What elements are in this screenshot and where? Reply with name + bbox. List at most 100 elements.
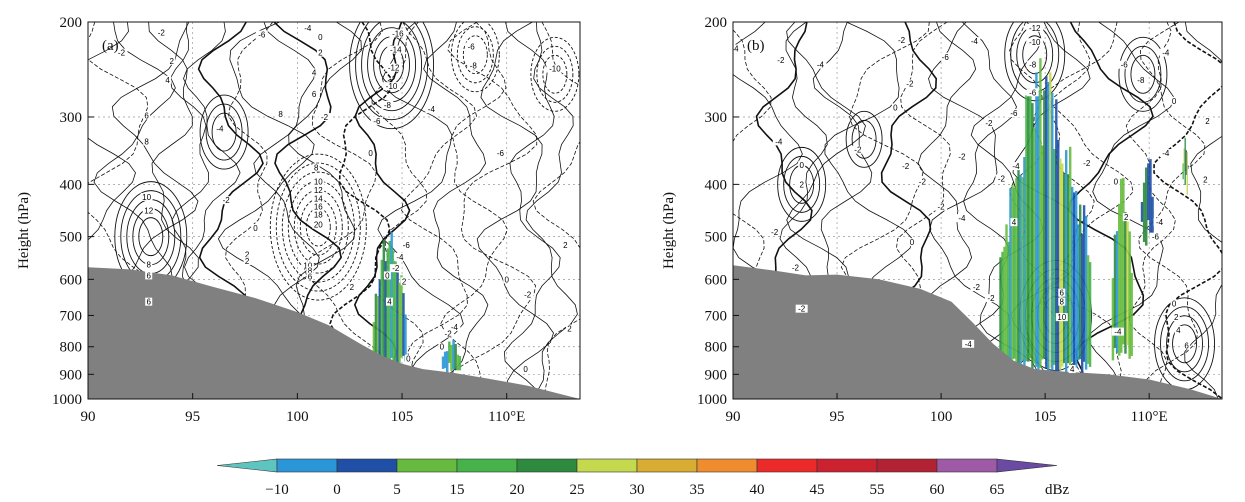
contour-label: -10 <box>386 82 398 91</box>
radar-echo <box>1027 88 1030 362</box>
contour-ring <box>293 189 343 265</box>
y-tick-label: 700 <box>60 308 83 324</box>
x-tick-label: 90 <box>726 409 741 425</box>
contour-label: 2 <box>563 241 568 250</box>
contour-label: -2 <box>392 264 400 273</box>
colorbar-segment <box>276 458 338 473</box>
contour-label: 0 <box>799 161 804 170</box>
contour-line <box>303 22 386 399</box>
colorbar-unit: dBz <box>1045 482 1070 498</box>
terrain <box>733 265 1222 399</box>
contour-label: -4 <box>732 45 740 54</box>
radar-echo <box>1075 190 1078 368</box>
contour-label: 0 <box>523 365 528 374</box>
contour-label: 6 <box>144 111 149 120</box>
contour-label: -2 <box>854 146 862 155</box>
radar-echo <box>398 282 401 368</box>
colorbar-segment <box>456 458 518 473</box>
radar-echo <box>1025 95 1028 362</box>
plot-frame <box>87 21 581 400</box>
contour-label: 8 <box>146 260 151 269</box>
radar-echo <box>450 344 453 371</box>
x-tick-label: 95 <box>830 409 845 425</box>
contour-label: 0 <box>1172 299 1177 308</box>
radar-echo <box>404 314 407 362</box>
radar-echo <box>400 275 403 358</box>
colorbar-tick-label: 30 <box>630 482 645 498</box>
colorbar-tick-label: 20 <box>510 482 525 498</box>
contour-label: 0 <box>406 355 411 364</box>
radar-echo <box>1045 76 1048 369</box>
contour-label: 4 <box>165 76 170 85</box>
contour-label: 2 <box>170 57 175 66</box>
contour-label: -8 <box>384 101 392 110</box>
radar-echo <box>1182 163 1184 180</box>
contour-label: 2 <box>402 277 407 286</box>
contour-label: 8 <box>314 163 319 172</box>
radar-echo <box>1184 137 1186 185</box>
radar-echo <box>446 351 449 373</box>
radar-echo <box>372 322 376 366</box>
colorbar: −10 0 5 15 20 25 30 35 40 45 55 60 65 dBz <box>216 458 1070 498</box>
colorbar-segment <box>516 458 578 473</box>
contour-label: 0 <box>1172 97 1177 106</box>
contour-ring <box>349 22 435 130</box>
radar-echo <box>1057 140 1060 373</box>
radar-echo <box>394 261 397 364</box>
contour-ring <box>199 94 249 170</box>
y-tick-label: 700 <box>705 308 728 324</box>
radar-echo <box>1019 174 1022 371</box>
radar-echo <box>380 259 383 356</box>
colorbar-segment <box>936 458 998 473</box>
contour-label: -4 <box>1156 218 1164 227</box>
colorbar-left-arrow <box>216 458 278 473</box>
radar-echo <box>1149 159 1152 236</box>
colorbar-tick-label: −10 <box>265 482 288 498</box>
radar-echo <box>1079 204 1082 360</box>
radar-echo <box>1005 224 1008 362</box>
terrain <box>88 267 580 399</box>
radar-echo <box>1081 233 1084 374</box>
radar-echo <box>1147 163 1150 221</box>
y-tick-label: 200 <box>60 15 83 31</box>
contour-label: 4 <box>1176 326 1181 335</box>
contour-label: 10 <box>303 261 312 270</box>
y-tick-label: 400 <box>60 177 83 193</box>
contour-label: 6 <box>312 90 317 99</box>
contour-label: 2 <box>350 283 355 292</box>
radar-echo <box>1031 103 1034 373</box>
contour-ring <box>845 110 883 168</box>
y-tick-label: 200 <box>705 15 728 31</box>
radar-echo <box>1049 72 1052 368</box>
x-tick-label: 105 <box>391 409 414 425</box>
radar-echo <box>1151 196 1154 241</box>
x-tick-label: 100 <box>930 409 953 425</box>
contour-label: 16 <box>314 203 323 212</box>
x-tick-label: 90 <box>81 409 96 425</box>
radar-echo <box>1185 150 1187 175</box>
contour-label: -2 <box>771 228 779 237</box>
colorbar-tick-label: 0 <box>333 482 341 498</box>
radar-echo <box>374 293 378 365</box>
radar-echo <box>1118 203 1121 356</box>
radar-echo <box>1017 166 1020 364</box>
contour-label: -4 <box>304 24 312 33</box>
radar-echo <box>1126 221 1129 346</box>
contour-label: 14 <box>314 195 323 204</box>
colorbar-segment <box>696 458 758 473</box>
radar-echo <box>378 279 381 369</box>
radar-echo <box>1043 90 1046 359</box>
contour-label: -12 <box>388 64 400 73</box>
radar-echo <box>1061 163 1064 367</box>
contour-line <box>447 22 538 399</box>
contour-label: -2 <box>777 56 785 65</box>
contour-label: 10 <box>314 177 323 186</box>
contour-ring <box>138 217 164 257</box>
radar-echo <box>390 232 393 358</box>
radar-echo <box>392 250 395 366</box>
contour-label: 18 <box>314 211 323 220</box>
contour-ring <box>355 22 429 121</box>
contour-label: 4 <box>387 298 392 307</box>
radar-echo <box>1063 173 1066 364</box>
contour-label: -4 <box>817 61 825 70</box>
